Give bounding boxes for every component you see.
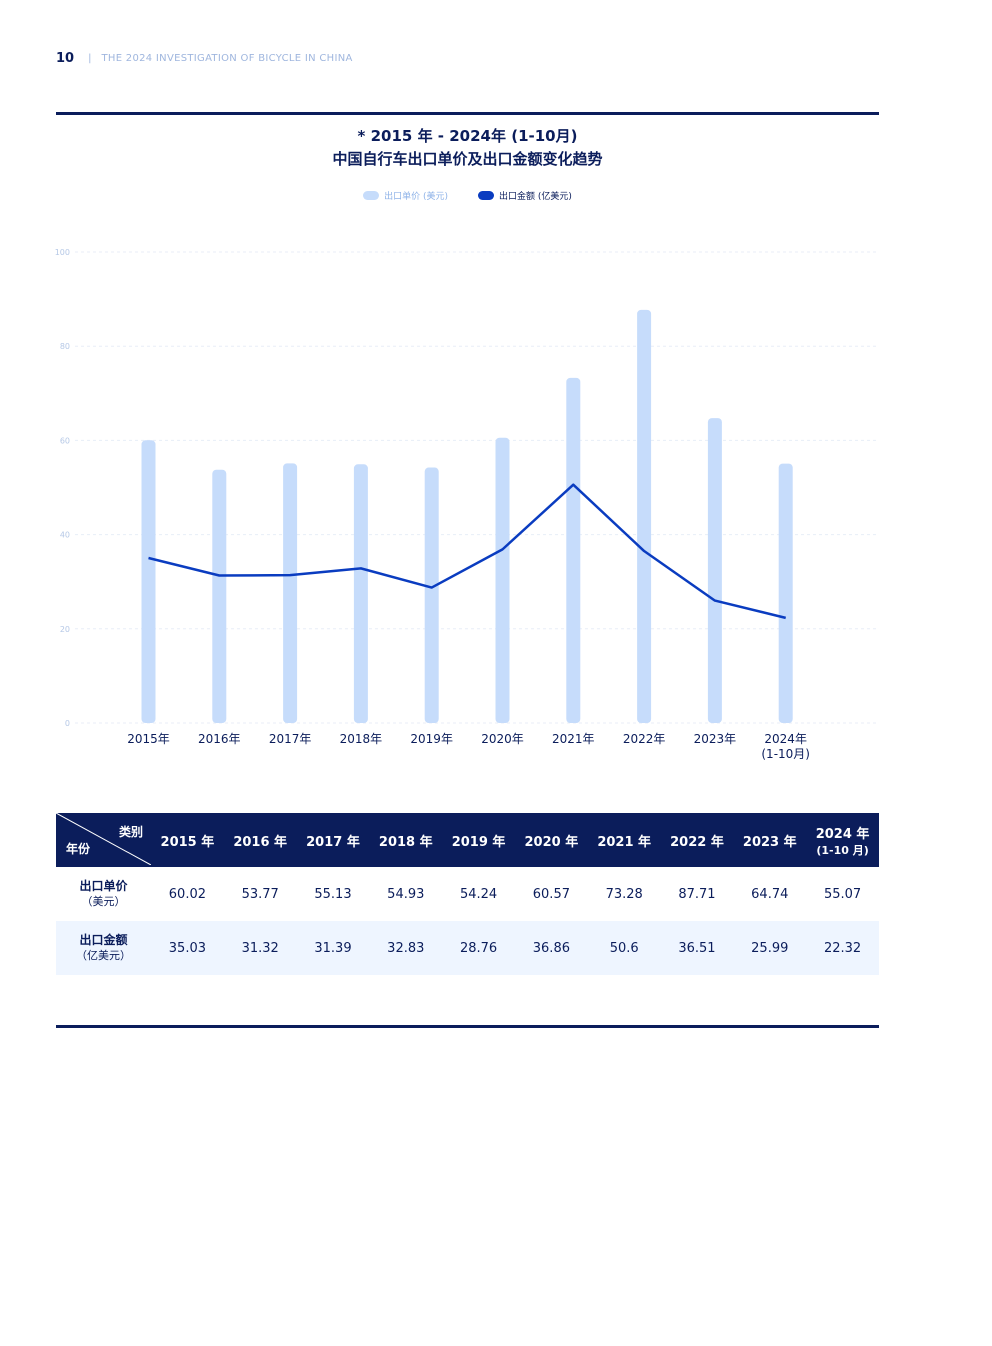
header-separator: | bbox=[88, 52, 92, 64]
corner-label-category: 类别 bbox=[118, 825, 143, 839]
legend-swatch-line bbox=[478, 191, 494, 200]
table-cell: 32.83 bbox=[369, 921, 443, 975]
legend-label-line: 出口金额 (亿美元) bbox=[499, 192, 572, 202]
chart-title-line1: * 2015 年 - 2024年 (1-10月) bbox=[357, 127, 578, 145]
table-header-cell: 2015 年 bbox=[151, 813, 224, 867]
corner-diagonal bbox=[56, 813, 151, 865]
bar-unit-price bbox=[424, 467, 439, 723]
bar-unit-price bbox=[778, 463, 793, 723]
table-cell: 60.57 bbox=[532, 886, 570, 902]
table-cell: 73.28 bbox=[605, 886, 643, 902]
chart-title-line2: 中国自行车出口单价及出口金额变化趋势 bbox=[332, 150, 603, 168]
table-header-cell: 2017 年 bbox=[296, 813, 370, 867]
bar-unit-price bbox=[566, 377, 581, 723]
corner-label-year: 年份 bbox=[66, 842, 91, 856]
bar-unit-price bbox=[283, 463, 298, 723]
table-cell: 22.32 bbox=[806, 921, 879, 975]
legend-label-bar: 出口单价 (美元) bbox=[384, 192, 448, 202]
table-cell: 36.86 bbox=[514, 921, 588, 975]
table-header-cell: 2020 年 bbox=[514, 813, 588, 867]
line-export-value bbox=[148, 483, 786, 620]
table-cell: 28.76 bbox=[442, 921, 515, 975]
y-tick-label: 60 bbox=[60, 436, 70, 445]
x-tick-label: 2022年 bbox=[622, 732, 666, 746]
table-cell: 31.32 bbox=[223, 921, 297, 975]
table-cell: 55.13 bbox=[314, 886, 352, 902]
table-header-cell: 2016 年 bbox=[223, 813, 297, 867]
x-tick-label: 2015年 bbox=[127, 732, 170, 746]
table-cell: 35.03 bbox=[151, 921, 224, 975]
table-header-cell: 2022 年 bbox=[660, 813, 734, 867]
table-header-cell: 2021 年 bbox=[587, 813, 661, 867]
row-label-unit-price: 出口单价 （美元） bbox=[79, 879, 128, 908]
x-tick-label: 2020年 bbox=[481, 732, 524, 746]
header-title: THE 2024 INVESTIGATION OF BICYCLE IN CHI… bbox=[101, 52, 353, 64]
legend-swatch-bar bbox=[363, 191, 380, 200]
table-cell: 50.6 bbox=[587, 921, 661, 975]
top-divider bbox=[56, 112, 879, 115]
table-cell: 64.74 bbox=[751, 886, 789, 902]
table-cell: 53.77 bbox=[241, 886, 279, 902]
table-corner-cell: 类别 年份 bbox=[56, 813, 151, 867]
y-tick-label: 80 bbox=[60, 342, 70, 351]
row-label-export-value: 出口金额 （亿美元） bbox=[56, 921, 151, 975]
table-header-cell: 2023 年 bbox=[733, 813, 807, 867]
x-tick-label: 2024年 (1-10月) bbox=[761, 732, 810, 761]
table-row-unit-price: 出口单价 （美元） 60.02 53.77 55.13 54.93 54.24 6… bbox=[56, 867, 879, 921]
bar-unit-price bbox=[353, 464, 368, 723]
table-cell: 31.39 bbox=[296, 921, 370, 975]
legend-item-line: 出口金额 (亿美元) bbox=[478, 189, 572, 202]
table-cell: 87.71 bbox=[678, 886, 716, 902]
y-tick-label: 40 bbox=[60, 531, 70, 540]
bar-unit-price bbox=[495, 437, 510, 723]
table-header-cell: 2019 年 bbox=[442, 813, 515, 867]
bar-unit-price bbox=[141, 440, 156, 723]
x-tick-label: 2016年 bbox=[198, 732, 241, 746]
table-cell: 54.24 bbox=[459, 886, 498, 902]
page-header: 10 | THE 2024 INVESTIGATION OF BICYCLE I… bbox=[56, 50, 353, 66]
x-tick-label: 2021年 bbox=[552, 732, 595, 746]
y-tick-label: 20 bbox=[60, 625, 70, 634]
table-header-cell: 2018 年 bbox=[369, 813, 443, 867]
legend-item-bar: 出口单价 (美元) bbox=[363, 189, 448, 202]
table-cell: 54.93 bbox=[387, 886, 425, 902]
x-tick-label: 2019年 bbox=[410, 732, 453, 746]
bar-unit-price bbox=[637, 309, 652, 723]
bar-unit-price bbox=[707, 418, 722, 723]
table-header-row: 类别 年份 2015 年 2016 年 2017 年 2018 年 2019 年… bbox=[56, 813, 879, 867]
x-tick-label: 2018年 bbox=[339, 732, 383, 746]
chart-legend: 出口单价 (美元) 出口金额 (亿美元) bbox=[56, 189, 879, 202]
y-tick-label: 100 bbox=[55, 248, 70, 257]
table-header-cell: 2024 年 (1-10 月) bbox=[806, 813, 879, 867]
x-tick-label: 2017年 bbox=[268, 732, 312, 746]
table-cell: 60.02 bbox=[168, 886, 206, 902]
x-tick-label: 2023年 bbox=[693, 732, 737, 746]
combo-chart: 0 20 40 60 80 100 bbox=[55, 248, 879, 728]
page-number: 10 bbox=[56, 50, 75, 66]
table-cell: 55.07 bbox=[823, 886, 862, 902]
bottom-divider bbox=[56, 1025, 879, 1028]
data-table: 类别 年份 2015 年 2016 年 2017 年 2018 年 2019 年… bbox=[56, 813, 879, 975]
y-tick-label: 0 bbox=[65, 719, 70, 728]
table-cell: 25.99 bbox=[733, 921, 807, 975]
bar-unit-price bbox=[212, 469, 227, 723]
table-row-export-value: 出口金额 （亿美元） 35.03 31.32 31.39 32.83 28.76 … bbox=[56, 921, 879, 975]
table-cell: 36.51 bbox=[660, 921, 734, 975]
